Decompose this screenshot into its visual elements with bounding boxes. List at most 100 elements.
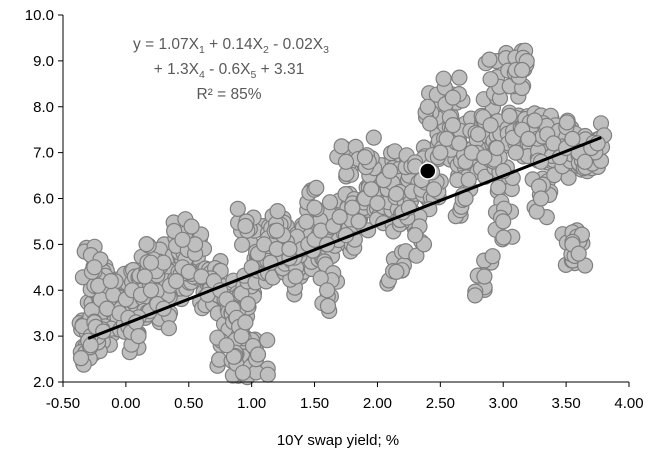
scatter-point — [82, 337, 99, 354]
y-tick-label: 3.0 — [33, 328, 54, 345]
scatter-point-cluster — [333, 138, 350, 155]
scatter-point — [381, 162, 399, 180]
scatter-point — [369, 195, 386, 212]
scatter-point — [432, 144, 449, 161]
scatter-point — [237, 314, 254, 331]
scatter-point-cluster — [229, 200, 246, 217]
r-squared-label: R² = 85% — [196, 86, 261, 103]
scatter-point — [142, 254, 160, 271]
scatter-point-cluster — [160, 320, 177, 337]
scatter-point — [507, 144, 524, 161]
scatter-point-cluster — [321, 194, 339, 211]
y-tick-label: 5.0 — [33, 236, 54, 253]
scatter-point — [233, 328, 250, 345]
scatter-point — [350, 213, 367, 230]
scatter-point-cluster — [365, 129, 382, 146]
scatter-point — [576, 153, 594, 170]
scatter-point — [526, 112, 543, 129]
regression-equation-line1: y = 1.07X1 + 0.14X2 - 0.02X3 — [133, 36, 329, 56]
scatter-point — [344, 199, 361, 216]
scatter-point-cluster — [259, 366, 276, 383]
scatter-point — [249, 346, 267, 363]
scatter-point — [337, 153, 355, 170]
y-tick-label: 9.0 — [33, 53, 54, 70]
scatter-point — [102, 273, 119, 290]
x-tick-label: 1.50 — [300, 395, 329, 412]
x-tick-label: 0.50 — [174, 395, 203, 412]
scatter-point — [495, 213, 512, 230]
scatter-point — [501, 107, 518, 125]
x-tick-label: 3.50 — [552, 395, 581, 412]
scatter-point — [142, 282, 160, 299]
scatter-point — [239, 295, 256, 313]
scatter-point — [570, 245, 587, 262]
y-tick-label: 10.0 — [25, 7, 54, 24]
scatter-point — [451, 135, 468, 152]
scatter-point-cluster — [269, 203, 286, 220]
scatter-point-cluster — [490, 179, 507, 196]
scatter-point-cluster — [138, 236, 155, 253]
scatter-point — [425, 181, 443, 198]
scatter-point — [268, 222, 285, 239]
scatter-point — [444, 89, 461, 106]
x-tick-label: -0.50 — [46, 395, 80, 412]
scatter-point — [356, 149, 373, 166]
scatter-point — [174, 231, 191, 248]
scatter-point-cluster — [72, 350, 90, 367]
trend-line — [87, 136, 602, 340]
scatter-point-cluster — [308, 179, 325, 196]
scatter-point-cluster — [408, 247, 425, 264]
scatter-point — [218, 337, 235, 354]
scatter-point — [388, 185, 405, 202]
scatter-point — [281, 240, 298, 258]
scatter-point — [136, 268, 153, 285]
scatter-point-cluster — [451, 69, 468, 86]
scatter-point-cluster — [421, 115, 439, 132]
scatter-point — [234, 364, 251, 381]
scatter-point — [287, 268, 304, 285]
scatter-point-cluster — [484, 248, 501, 265]
scatter-points — [71, 42, 613, 386]
x-tick-label: 0.00 — [111, 395, 140, 412]
scatter-point-cluster — [481, 51, 498, 68]
scatter-point — [388, 263, 405, 280]
scatter-point-cluster — [234, 236, 251, 253]
scatter-point — [488, 139, 505, 157]
y-tick-label: 8.0 — [33, 99, 54, 116]
regression-equation-line2: + 1.3X4 - 0.6X5 + 3.31 — [154, 61, 304, 81]
scatter-point — [407, 227, 424, 244]
x-axis-title: 10Y swap yield; % — [277, 432, 399, 449]
x-tick-label: 3.00 — [489, 395, 518, 412]
scatter-point-cluster — [319, 297, 337, 315]
x-tick-label: 4.00 — [614, 395, 643, 412]
scatter-point-cluster — [558, 114, 576, 131]
y-axis-ticks: 2.0 3.0 4.0 5.0 6.0 7.0 8.0 9.0 10.0 — [25, 7, 63, 391]
y-tick-label: 4.0 — [33, 282, 54, 299]
scatter-point-cluster — [259, 332, 276, 349]
y-tick-label: 6.0 — [33, 191, 54, 208]
scatter-point — [482, 116, 499, 134]
scatter-point — [168, 273, 185, 290]
scatter-point — [319, 282, 336, 299]
scatter-point — [237, 217, 254, 235]
scatter-point — [306, 199, 323, 216]
y-tick-label: 2.0 — [33, 374, 54, 391]
scatter-point — [130, 328, 147, 345]
x-tick-label: 2.00 — [363, 395, 392, 412]
scatter-point — [476, 268, 493, 285]
scatter-point-cluster — [298, 213, 315, 230]
scatter-point — [86, 259, 103, 276]
scatter-point — [470, 126, 487, 143]
scatter-point — [520, 130, 537, 147]
scatter-point — [419, 98, 436, 115]
x-tick-label: 2.50 — [426, 395, 455, 412]
x-tick-label: 1.00 — [237, 395, 266, 412]
scatter-point — [532, 190, 550, 207]
scatter-point — [331, 208, 348, 225]
x-axis-ticks: -0.50 0.00 0.50 1.00 1.50 2.00 2.50 3.00 3.50 4.0… — [46, 382, 644, 412]
scatter-point — [444, 116, 461, 134]
scatter-point-cluster — [460, 171, 477, 188]
scatter-point — [564, 130, 581, 147]
scatter-point — [363, 181, 380, 198]
